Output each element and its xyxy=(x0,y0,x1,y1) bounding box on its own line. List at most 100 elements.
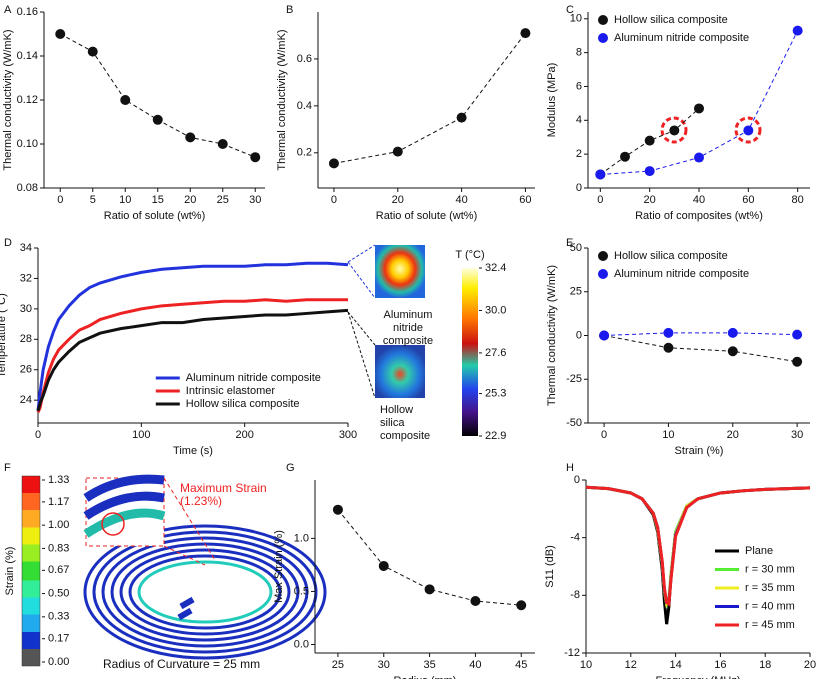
y-tick-label: 4 xyxy=(576,114,582,126)
y-tick-label: 30 xyxy=(20,303,32,315)
y-tick-label: -25 xyxy=(566,373,582,385)
y-tick-label: 0 xyxy=(576,182,582,194)
colorbar-label: 1.33 xyxy=(48,474,69,486)
panel-label: H xyxy=(566,462,574,474)
colorbar-label: 22.9 xyxy=(485,430,506,442)
legend-label: Aluminum nitride composite xyxy=(614,32,749,44)
point xyxy=(424,584,435,595)
point xyxy=(595,169,606,180)
y-tick-label: 0.10 xyxy=(17,138,38,150)
image-label: Aluminum nitride composite xyxy=(382,309,434,347)
y-tick-label: 34 xyxy=(20,242,32,254)
panel-label: F xyxy=(4,462,11,474)
point xyxy=(87,46,98,57)
panel-label: G xyxy=(286,462,295,474)
x-tick-label: 10 xyxy=(662,429,674,441)
x-tick-label: 20 xyxy=(804,659,816,671)
legend-label: Intrinsic elastomer xyxy=(186,385,276,397)
x-tick-label: 10 xyxy=(580,659,592,671)
legend-label: r = 35 mm xyxy=(745,582,795,594)
y-tick-label: 2 xyxy=(576,148,582,160)
y-tick-label: 32 xyxy=(20,272,32,284)
annotation: Radius of Curvature = 25 mm xyxy=(103,657,261,671)
legend-label: Hollow silica composite xyxy=(186,398,300,410)
y-tick-label: 26 xyxy=(20,364,32,376)
colorbar-title: T (°C) xyxy=(455,249,484,261)
y-axis-label: Modulus (MPa) xyxy=(546,63,558,138)
x-tick-label: 20 xyxy=(644,194,656,206)
legend-label: r = 45 mm xyxy=(745,619,795,631)
x-axis-label: Ratio of solute (wt%) xyxy=(104,210,205,222)
highlight-circle xyxy=(660,116,688,144)
y-tick-label: -4 xyxy=(570,532,580,544)
x-axis-label: Strain (%) xyxy=(675,445,724,457)
point xyxy=(185,132,196,143)
x-tick-label: 20 xyxy=(184,194,196,206)
annotation: Maximum Strain (1.23%) xyxy=(180,481,267,508)
point xyxy=(694,152,704,163)
y-tick-label: 0.12 xyxy=(17,94,38,106)
x-tick-label: 15 xyxy=(152,194,164,206)
legend-swatch xyxy=(598,251,608,261)
colorbar-label: 25.3 xyxy=(485,387,506,399)
legend-label: Aluminum nitride composite xyxy=(614,268,749,280)
point xyxy=(792,356,803,367)
line xyxy=(585,485,811,607)
x-tick-label: 25 xyxy=(332,659,344,671)
x-axis-label: Radius (mm) xyxy=(394,675,457,679)
inset-traces xyxy=(83,474,166,538)
y-axis-label: Thermal conductivity (W/mK) xyxy=(546,265,558,406)
legend-label: Aluminum nitride composite xyxy=(186,372,321,384)
point xyxy=(663,342,674,353)
y-tick-label: 0.0 xyxy=(294,638,309,650)
coil-pad xyxy=(179,596,195,610)
x-tick-label: 0 xyxy=(35,429,41,441)
colorbar xyxy=(21,475,41,667)
connector xyxy=(347,261,376,299)
y-tick-label: 0.4 xyxy=(297,100,312,112)
y-tick-label: 28 xyxy=(20,333,32,345)
x-tick-label: 200 xyxy=(235,429,253,441)
point xyxy=(599,330,610,341)
connector xyxy=(163,477,216,561)
point xyxy=(217,139,228,149)
point xyxy=(328,158,339,169)
x-tick-label: 60 xyxy=(742,194,754,206)
panel-label: B xyxy=(286,4,293,16)
x-tick-label: 0 xyxy=(597,194,603,206)
point xyxy=(120,95,131,105)
point xyxy=(456,112,467,123)
connector xyxy=(347,311,376,399)
y-tick-label: 10 xyxy=(570,13,582,25)
y-tick-label: -8 xyxy=(570,589,580,601)
x-tick-label: 60 xyxy=(519,194,531,206)
x-tick-label: 300 xyxy=(339,429,357,441)
colorbar-label: 30.0 xyxy=(485,304,506,316)
x-tick-label: 10 xyxy=(119,194,131,206)
y-axis-label: Thermal conductivity (W/mK) xyxy=(276,29,288,170)
connector xyxy=(347,311,376,346)
point xyxy=(516,600,527,611)
x-tick-label: 40 xyxy=(693,194,705,206)
y-axis-label: S11 (dB) xyxy=(544,545,556,588)
x-tick-label: 14 xyxy=(669,659,681,671)
y-tick-label: 1.0 xyxy=(294,532,309,544)
panel-label: C xyxy=(566,4,574,16)
y-axis-label: Max Strain (%) xyxy=(273,530,285,603)
x-tick-label: 100 xyxy=(132,429,150,441)
point xyxy=(743,125,754,136)
y-tick-label: -50 xyxy=(566,417,582,429)
x-tick-label: 12 xyxy=(625,659,637,671)
colorbar xyxy=(462,268,478,436)
connector-line xyxy=(604,332,798,336)
colorbar-label: 32.4 xyxy=(485,262,506,274)
y-tick-label: 0 xyxy=(576,329,582,341)
point xyxy=(520,28,531,39)
x-tick-label: 40 xyxy=(469,659,481,671)
max-strain-marker xyxy=(101,512,125,536)
y-tick-label: 0 xyxy=(574,474,580,486)
y-tick-label: -12 xyxy=(564,647,580,659)
x-tick-label: 5 xyxy=(90,194,96,206)
thermal-image xyxy=(375,245,425,298)
